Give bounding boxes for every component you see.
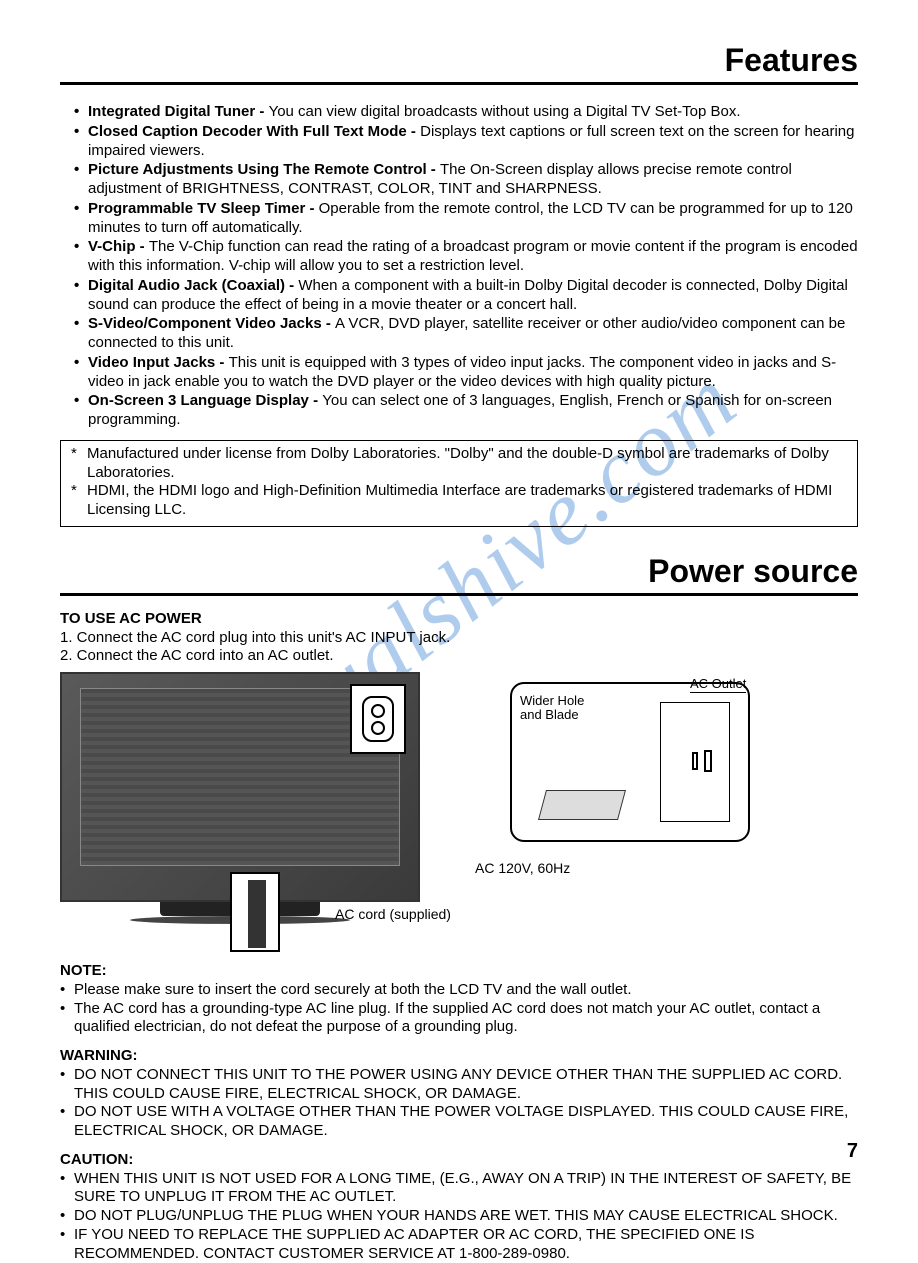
feature-title: Integrated Digital Tuner - xyxy=(88,103,269,120)
warning-item: DO NOT USE WITH A VOLTAGE OTHER THAN THE… xyxy=(60,1103,858,1141)
note-block: NOTE: Please make sure to insert the cor… xyxy=(60,962,858,1037)
caution-heading: CAUTION: xyxy=(60,1151,858,1170)
trademark-row: * HDMI, the HDMI logo and High-Definitio… xyxy=(71,482,847,520)
feature-item: Digital Audio Jack (Coaxial) - When a co… xyxy=(74,277,858,315)
panel-strip xyxy=(248,880,266,948)
power-step: 1. Connect the AC cord plug into this un… xyxy=(60,629,858,648)
feature-title: On-Screen 3 Language Display - xyxy=(88,392,322,409)
feature-item: S-Video/Component Video Jacks - A VCR, D… xyxy=(74,315,858,353)
feature-item: On-Screen 3 Language Display - You can s… xyxy=(74,392,858,430)
ac-input-callout xyxy=(350,684,406,754)
caution-block: CAUTION: WHEN THIS UNIT IS NOT USED FOR … xyxy=(60,1151,858,1263)
warning-item: DO NOT CONNECT THIS UNIT TO THE POWER US… xyxy=(60,1066,858,1104)
caution-item: IF YOU NEED TO REPLACE THE SUPPLIED AC A… xyxy=(60,1226,858,1263)
label-ac-cord: AC cord (supplied) xyxy=(335,906,451,924)
trademark-row: * Manufactured under license from Dolby … xyxy=(71,445,847,483)
feature-item: Programmable TV Sleep Timer - Operable f… xyxy=(74,200,858,238)
label-ac-voltage: AC 120V, 60Hz xyxy=(475,860,570,878)
ac-power-heading: TO USE AC POWER xyxy=(60,610,858,629)
feature-item: Integrated Digital Tuner - You can view … xyxy=(74,103,858,122)
panel-callout xyxy=(230,872,280,952)
feature-title: S-Video/Component Video Jacks - xyxy=(88,315,335,332)
plug-illustration xyxy=(538,790,626,820)
note-item: The AC cord has a grounding-type AC line… xyxy=(60,1000,858,1038)
page-content: Features Integrated Digital Tuner - You … xyxy=(60,40,858,1263)
asterisk-icon: * xyxy=(71,482,81,520)
warning-list: DO NOT CONNECT THIS UNIT TO THE POWER US… xyxy=(60,1066,858,1141)
outlet-slot xyxy=(692,752,698,770)
note-list: Please make sure to insert the cord secu… xyxy=(60,981,858,1037)
label-ac-outlet: AC Outlet xyxy=(690,676,746,693)
trademark-text: Manufactured under license from Dolby La… xyxy=(87,445,847,483)
feature-title: Picture Adjustments Using The Remote Con… xyxy=(88,161,440,178)
note-heading: NOTE: xyxy=(60,962,858,981)
feature-text: The V-Chip function can read the rating … xyxy=(88,238,858,274)
feature-title: Video Input Jacks - xyxy=(88,354,229,371)
feature-title: Programmable TV Sleep Timer - xyxy=(88,200,319,217)
feature-title: Digital Audio Jack (Coaxial) - xyxy=(88,277,298,294)
socket-hole xyxy=(371,704,385,718)
feature-text: You can view digital broadcasts without … xyxy=(269,103,741,120)
feature-title: V-Chip - xyxy=(88,238,149,255)
warning-heading: WARNING: xyxy=(60,1047,858,1066)
warning-block: WARNING: DO NOT CONNECT THIS UNIT TO THE… xyxy=(60,1047,858,1141)
label-wider-hole: Wider Hole and Blade xyxy=(520,694,584,723)
note-item: Please make sure to insert the cord secu… xyxy=(60,981,858,1000)
caution-item: DO NOT PLUG/UNPLUG THE PLUG WHEN YOUR HA… xyxy=(60,1207,858,1226)
power-source-title: Power source xyxy=(60,551,858,596)
outlet-slot xyxy=(704,750,712,772)
socket-hole xyxy=(371,721,385,735)
connection-diagram: Wider Hole and Blade AC Outlet AC 120V, … xyxy=(60,672,858,952)
feature-item: Video Input Jacks - This unit is equippe… xyxy=(74,354,858,392)
feature-item: V-Chip - The V-Chip function can read th… xyxy=(74,238,858,276)
trademark-text: HDMI, the HDMI logo and High-Definition … xyxy=(87,482,847,520)
feature-item: Closed Caption Decoder With Full Text Mo… xyxy=(74,123,858,161)
caution-list: WHEN THIS UNIT IS NOT USED FOR A LONG TI… xyxy=(60,1170,858,1263)
features-list: Integrated Digital Tuner - You can view … xyxy=(60,103,858,430)
socket-shape xyxy=(362,696,394,742)
feature-item: Picture Adjustments Using The Remote Con… xyxy=(74,161,858,199)
features-title: Features xyxy=(60,40,858,85)
trademark-box: * Manufactured under license from Dolby … xyxy=(60,440,858,527)
power-step: 2. Connect the AC cord into an AC outlet… xyxy=(60,647,858,666)
caution-item: WHEN THIS UNIT IS NOT USED FOR A LONG TI… xyxy=(60,1170,858,1208)
asterisk-icon: * xyxy=(71,445,81,483)
feature-title: Closed Caption Decoder With Full Text Mo… xyxy=(88,123,420,140)
